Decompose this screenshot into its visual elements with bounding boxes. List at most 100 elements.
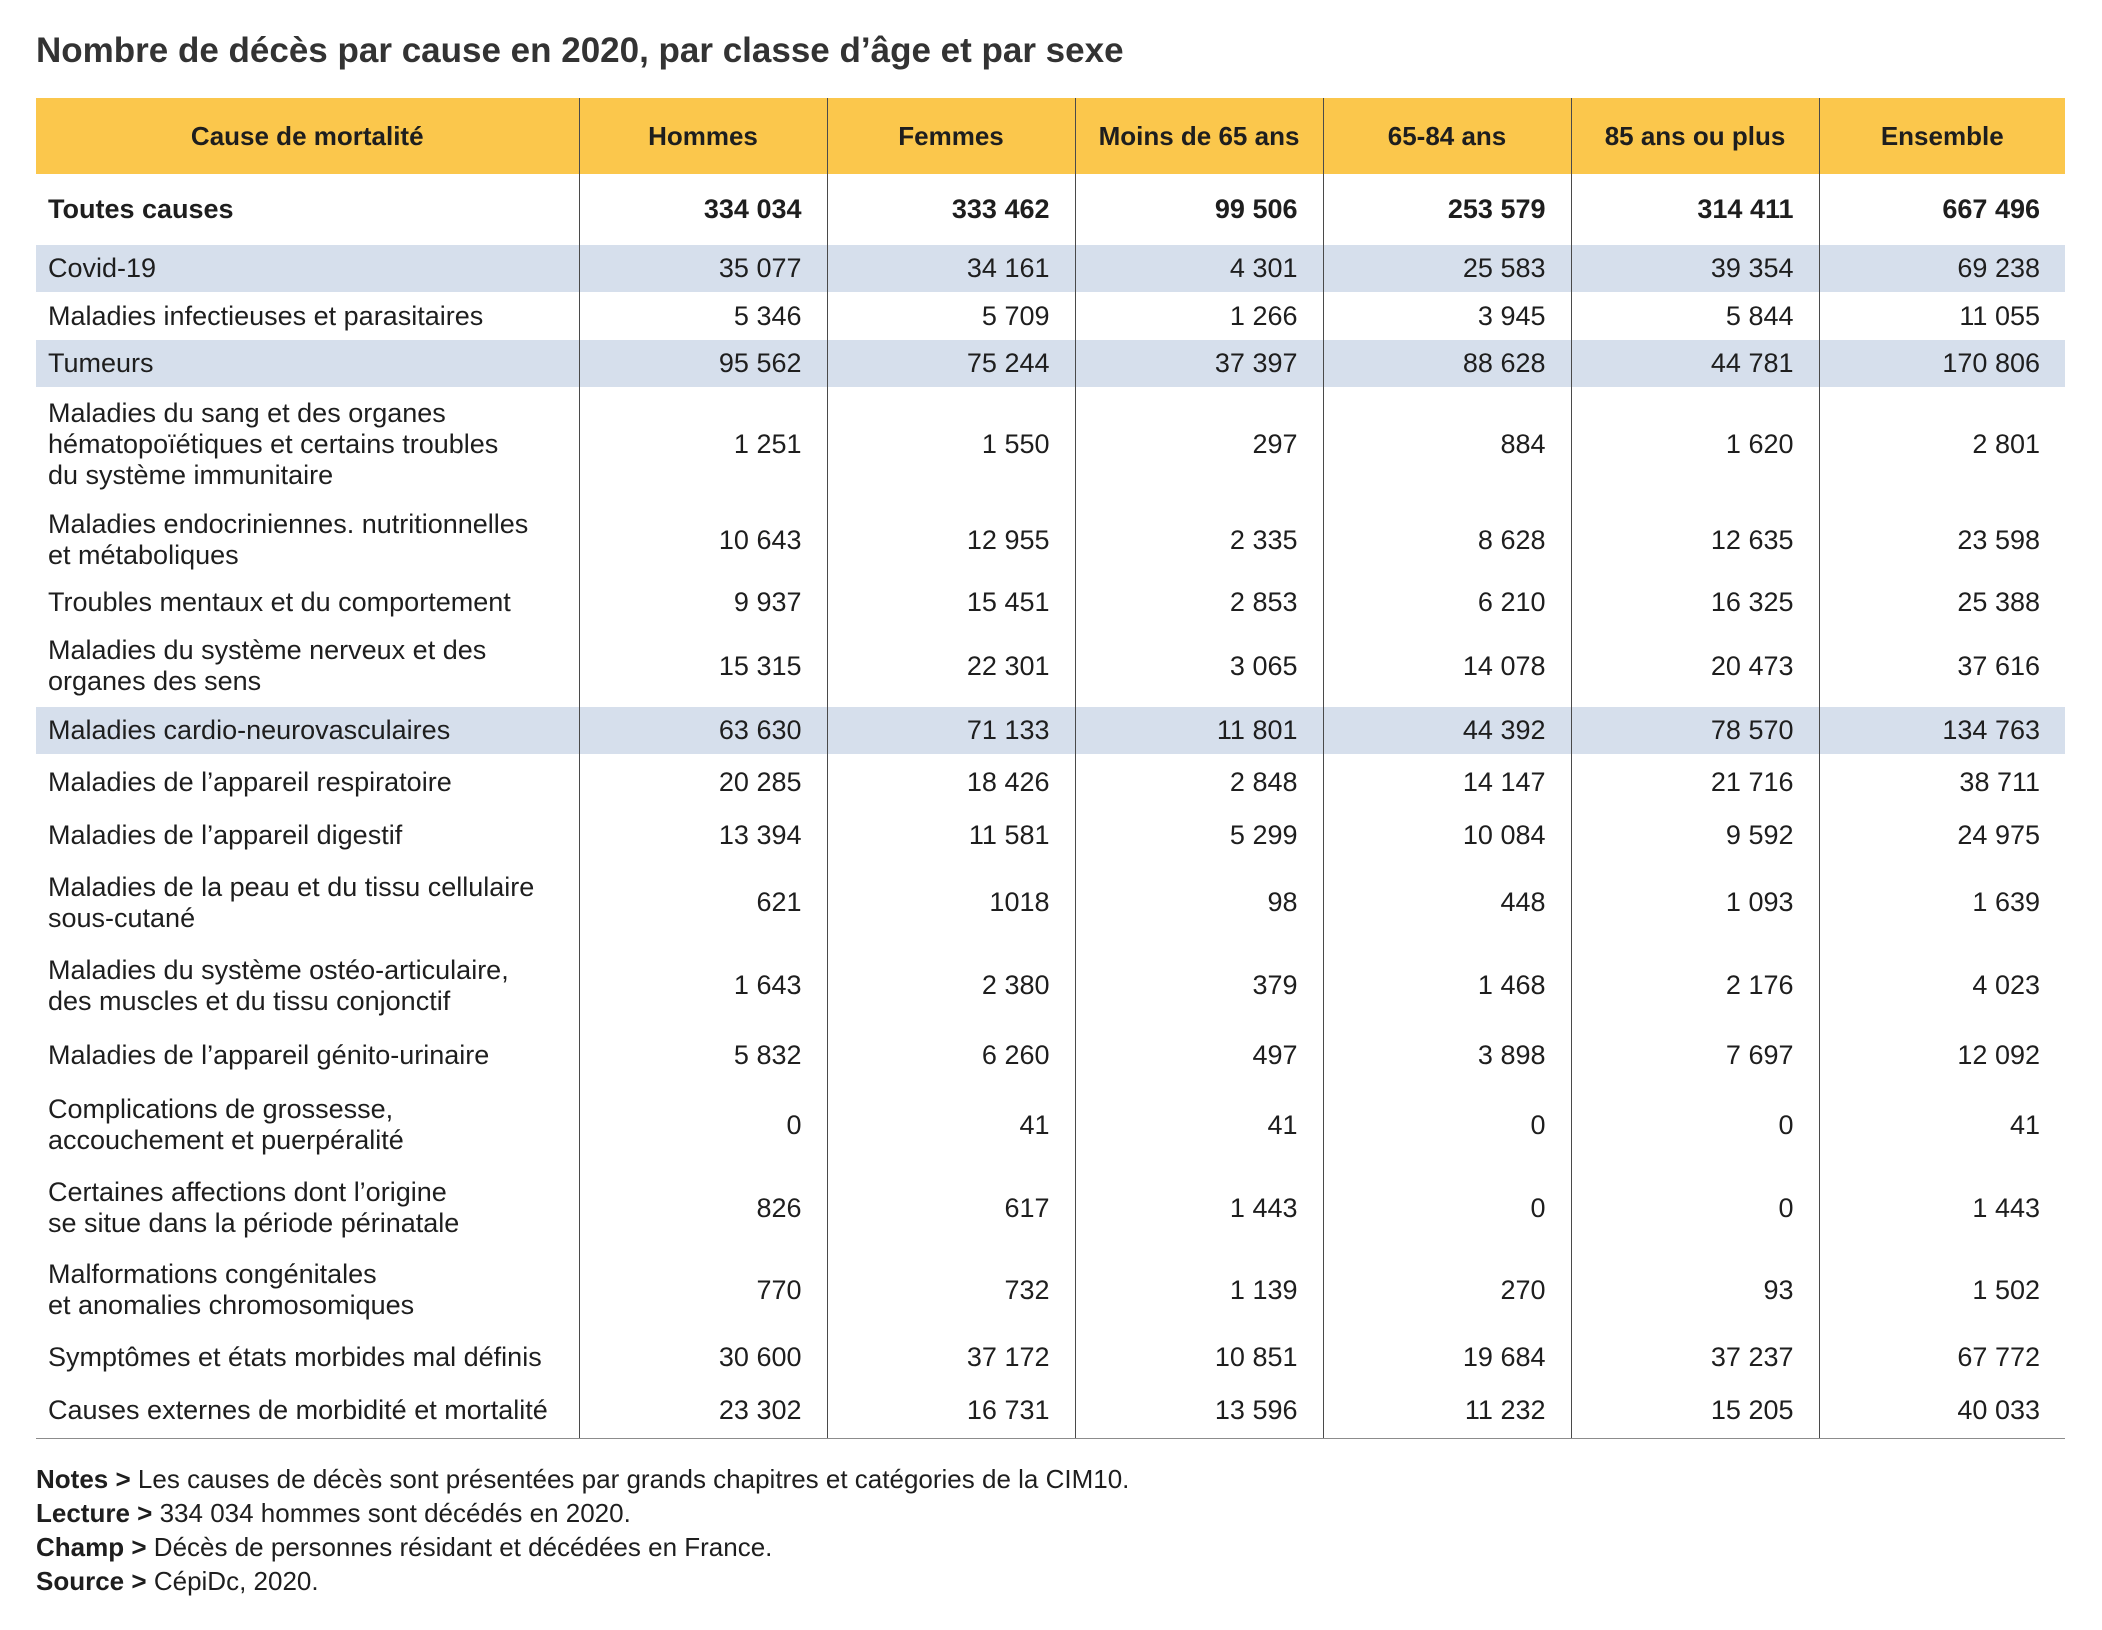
row-label-line: Maladies du sang et des organes xyxy=(48,397,446,428)
value-cell-moins-de-65-ans: 11 801 xyxy=(1074,707,1323,754)
value-cell-femmes: 617 xyxy=(826,1167,1075,1249)
value-cell-85-ans-ou-plus: 9 592 xyxy=(1570,810,1819,861)
column-header-hommes: Hommes xyxy=(578,98,827,174)
value-cell-hommes: 1 251 xyxy=(578,387,827,501)
value-cell-ensemble: 23 598 xyxy=(1818,501,2065,579)
value-cell-femmes: 16 731 xyxy=(826,1383,1075,1439)
value-cell-hommes: 20 285 xyxy=(578,754,827,810)
note-text: Les causes de décès sont présentées par … xyxy=(137,1464,1130,1494)
value-cell-85-ans-ou-plus: 0 xyxy=(1570,1083,1819,1167)
value-cell-ensemble: 25 388 xyxy=(1818,579,2065,625)
value-cell-65-84-ans: 10 084 xyxy=(1322,810,1571,861)
value-cell-femmes: 34 161 xyxy=(826,245,1075,292)
value-cell-65-84-ans: 1 468 xyxy=(1322,944,1571,1027)
column-header-65-84-ans: 65-84 ans xyxy=(1322,98,1571,174)
value-cell-65-84-ans: 14 147 xyxy=(1322,754,1571,810)
value-cell-ensemble: 40 033 xyxy=(1818,1383,2065,1439)
value-cell-85-ans-ou-plus: 37 237 xyxy=(1570,1331,1819,1383)
table-body: Toutes causes 334 034 333 462 99 506 253 579… xyxy=(36,174,2065,1439)
row-label-line: se situe dans la période périnatale xyxy=(48,1208,460,1238)
value-cell-65-84-ans: 44 392 xyxy=(1322,707,1571,754)
table-row: Symptômes et états morbides mal définis 3… xyxy=(36,1331,2065,1383)
value-cell-ensemble: 1 639 xyxy=(1818,861,2065,944)
row-label-line: Causes externes de morbidité et mortalit… xyxy=(48,1394,548,1425)
value-cell-ensemble: 11 055 xyxy=(1818,292,2065,340)
value-cell-hommes: 1 643 xyxy=(578,944,827,1027)
row-label-line: Maladies endocriniennes. nutritionnelles xyxy=(48,509,529,539)
column-header-ensemble: Ensemble xyxy=(1818,98,2065,174)
table-header: Cause de mortalité Hommes Femmes Moins de 6… xyxy=(36,98,2065,174)
table-row: Causes externes de morbidité et mortalit… xyxy=(36,1383,2065,1439)
row-label-line: Tumeurs xyxy=(48,348,154,378)
row-label-line: du système immunitaire xyxy=(48,459,334,490)
row-label-line: Certaines affections dont l’origine xyxy=(48,1177,447,1207)
value-cell-hommes: 770 xyxy=(578,1249,827,1331)
value-cell-femmes: 12 955 xyxy=(826,501,1075,579)
row-label-cell: Symptômes et états morbides mal définis xyxy=(36,1331,579,1383)
note-label: Lecture > xyxy=(36,1498,153,1528)
note-line-notes: Notes > Les causes de décès sont présenté… xyxy=(36,1462,1129,1496)
row-label-line: Symptômes et états morbides mal définis xyxy=(48,1341,542,1372)
value-cell-65-84-ans: 3 898 xyxy=(1322,1027,1571,1083)
value-cell-femmes: 1 550 xyxy=(826,387,1075,501)
row-label-cell: Malformations congénitales et anomalies c… xyxy=(36,1249,579,1331)
value-cell-hommes: 334 034 xyxy=(578,174,827,245)
value-cell-femmes: 15 451 xyxy=(826,579,1075,625)
table-row: Maladies cardio-neurovasculaires 63 630 71… xyxy=(36,707,2065,754)
note-line-lecture: Lecture >334 034 hommes sont décédés en … xyxy=(36,1496,1129,1530)
value-cell-moins-de-65-ans: 41 xyxy=(1074,1083,1323,1167)
value-cell-moins-de-65-ans: 10 851 xyxy=(1074,1331,1323,1383)
row-label-line: hématopoïétiques et certains troubles xyxy=(48,428,499,459)
row-label-line: Covid-19 xyxy=(48,253,157,283)
value-cell-ensemble: 4 023 xyxy=(1818,944,2065,1027)
value-cell-85-ans-ou-plus: 1 093 xyxy=(1570,861,1819,944)
value-cell-ensemble: 67 772 xyxy=(1818,1331,2065,1383)
value-cell-ensemble: 1 502 xyxy=(1818,1249,2065,1331)
value-cell-65-84-ans: 253 579 xyxy=(1322,174,1571,245)
value-cell-65-84-ans: 270 xyxy=(1322,1249,1571,1331)
table-row: Maladies de l’appareil digestif 13 394 11 … xyxy=(36,810,2065,861)
value-cell-ensemble: 667 496 xyxy=(1818,174,2065,245)
column-header-cause: Cause de mortalité xyxy=(36,98,579,174)
row-label-cell: Maladies infectieuses et parasitaires xyxy=(36,292,579,340)
header-row: Cause de mortalité Hommes Femmes Moins de 6… xyxy=(36,98,2065,174)
value-cell-moins-de-65-ans: 37 397 xyxy=(1074,340,1323,387)
value-cell-65-84-ans: 3 945 xyxy=(1322,292,1571,340)
value-cell-85-ans-ou-plus: 20 473 xyxy=(1570,625,1819,707)
row-label-line: et métaboliques xyxy=(48,540,239,570)
value-cell-65-84-ans: 25 583 xyxy=(1322,245,1571,292)
value-cell-85-ans-ou-plus: 12 635 xyxy=(1570,501,1819,579)
row-label-line: Maladies du système ostéo-articulaire, xyxy=(48,954,509,985)
value-cell-hommes: 23 302 xyxy=(578,1383,827,1439)
table-row: Maladies du système ostéo-articulaire, de… xyxy=(36,944,2065,1027)
row-label-line: Malformations congénitales xyxy=(48,1259,377,1289)
row-label-line: Maladies du système nerveux et des xyxy=(48,635,487,665)
column-header-femmes: Femmes xyxy=(826,98,1075,174)
value-cell-femmes: 18 426 xyxy=(826,754,1075,810)
note-text: Décès de personnes résidant et décédées … xyxy=(153,1532,773,1562)
row-label-line: des muscles et du tissu conjonctif xyxy=(48,985,451,1016)
value-cell-hommes: 0 xyxy=(578,1083,827,1167)
value-cell-hommes: 10 643 xyxy=(578,501,827,579)
value-cell-ensemble: 37 616 xyxy=(1818,625,2065,707)
value-cell-65-84-ans: 14 078 xyxy=(1322,625,1571,707)
row-label-cell: Maladies de l’appareil respiratoire xyxy=(36,754,579,810)
value-cell-moins-de-65-ans: 1 139 xyxy=(1074,1249,1323,1331)
value-cell-ensemble: 41 xyxy=(1818,1083,2065,1167)
value-cell-ensemble: 134 763 xyxy=(1818,707,2065,754)
value-cell-85-ans-ou-plus: 5 844 xyxy=(1570,292,1819,340)
value-cell-ensemble: 2 801 xyxy=(1818,387,2065,501)
table-row: Maladies de la peau et du tissu cellulai… xyxy=(36,861,2065,944)
table-row: Certaines affections dont l’origine se si… xyxy=(36,1167,2065,1249)
value-cell-hommes: 35 077 xyxy=(578,245,827,292)
value-cell-femmes: 71 133 xyxy=(826,707,1075,754)
value-cell-femmes: 5 709 xyxy=(826,292,1075,340)
value-cell-moins-de-65-ans: 2 853 xyxy=(1074,579,1323,625)
value-cell-65-84-ans: 6 210 xyxy=(1322,579,1571,625)
note-text: CépiDc, 2020. xyxy=(153,1566,319,1596)
table-row: Maladies du sang et des organes hématopoï… xyxy=(36,387,2065,501)
table-row: Maladies de l’appareil respiratoire 20 28… xyxy=(36,754,2065,810)
row-label-line: accouchement et puerpéralité xyxy=(48,1125,404,1155)
row-label-cell: Covid-19 xyxy=(36,245,579,292)
value-cell-65-84-ans: 448 xyxy=(1322,861,1571,944)
